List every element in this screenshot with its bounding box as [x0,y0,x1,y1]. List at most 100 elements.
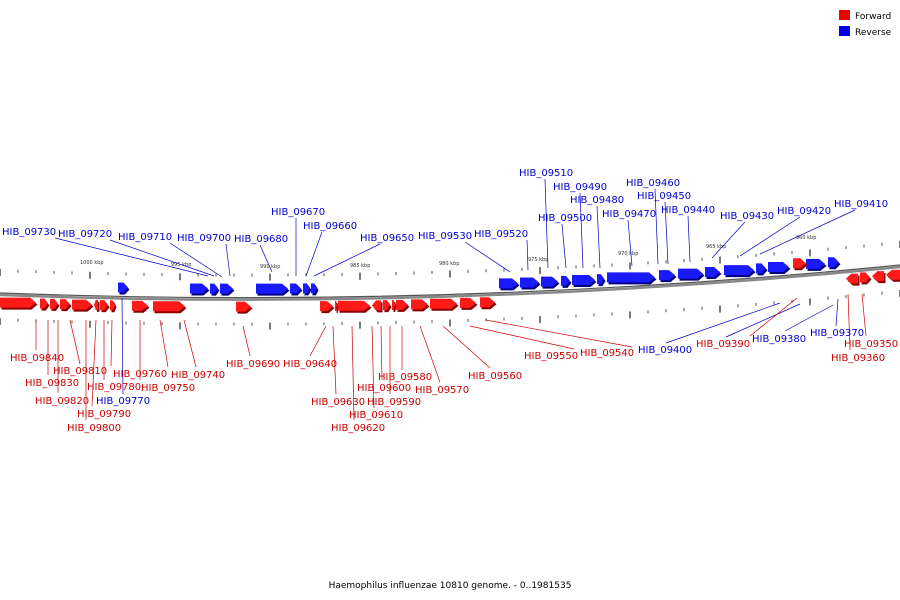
reverse-gene-arrow [210,283,218,294]
reverse-connector-line [526,239,529,271]
forward-connector-line [749,297,798,337]
reverse-gene-arrow [806,258,825,269]
gene-label: HIB_09500 [538,213,592,224]
reverse-gene-arrow [678,268,703,279]
gene-label: HIB_09770 [96,396,150,407]
gene-label: HIB_09470 [602,209,656,220]
gene-label: HIB_09560 [468,371,522,382]
tick-label: 965 kbp [706,244,726,250]
reverse-gene-arrow [499,278,518,289]
gene-label: HIB_09810 [53,366,107,377]
reverse-gene-arrow [311,283,317,294]
gene-label: HIB_09600 [357,383,411,394]
gene-label: HIB_09460 [626,178,680,189]
gene-layer [0,178,900,421]
forward-gene-arrow [132,300,148,311]
gene-label: HIB_09660 [303,221,357,232]
forward-gene-arrow [430,298,457,309]
gene-label: HIB_09480 [570,195,624,206]
gene-label: HIB_09430 [720,211,774,222]
legend: Forward Reverse [839,10,892,38]
reverse-gene-arrow [768,262,789,273]
forward-connector-line [469,325,575,350]
reverse-connector-line [54,237,209,277]
reverse-gene-arrow [705,267,720,278]
gene-label: HIB_09590 [367,397,421,408]
gene-label: HIB_09650 [360,233,414,244]
gene-label: HIB_09710 [118,232,172,243]
gene-label: HIB_09530 [418,231,472,242]
forward-gene-arrow [392,300,395,311]
gene-label: HIB_09380 [752,334,806,345]
reverse-connector-line [627,219,633,267]
gene-label: HIB_09670 [271,207,325,218]
reverse-connector-line [313,243,381,277]
gene-label: HIB_09420 [777,206,831,217]
forward-gene-arrow [846,273,858,284]
gene-label: HIB_09370 [810,328,864,339]
gene-label: HIB_09440 [661,205,715,216]
gene-label: HIB_09630 [311,397,365,408]
gene-label: HIB_09620 [331,423,385,434]
gene-label: HIB_09820 [35,396,89,407]
gene-label: HIB_09540 [580,348,634,359]
reverse-gene-arrow [190,283,208,294]
gene-label: HIB_09550 [524,351,578,362]
reverse-gene-arrow [290,283,301,294]
forward-gene-arrow [94,299,98,310]
reverse-connector-line [561,223,567,269]
reverse-connector-line [169,242,223,278]
forward-connector-line [332,325,337,395]
forward-connector-line [309,325,327,357]
forward-gene-arrow [372,300,381,311]
gene-label: HIB_09840 [10,353,64,364]
forward-gene-arrow [793,258,806,269]
gene-label: HIB_09400 [638,345,692,356]
forward-gene-arrow [320,301,333,312]
gene-label: HIB_09640 [283,359,337,370]
reverse-connector-line [664,201,669,265]
tick-label: 990 kbp [260,264,280,270]
forward-gene-arrow [153,301,185,312]
reverse-gene-arrow [220,283,233,294]
legend-forward-swatch [839,10,850,20]
reverse-connector-line [596,205,601,269]
reverse-connector-line [109,239,215,277]
forward-connector-line [183,319,197,368]
forward-connector-line [110,319,113,367]
reverse-gene-labels: HIB_09730 HIB_09720 HIB_09710 HIB_09700 … [2,168,888,407]
forward-connector-line [442,325,491,369]
reverse-connector-line [665,302,781,344]
forward-gene-labels: HIB_09840 HIB_09830 HIB_09820 HIB_09810 … [10,339,898,434]
gene-label: HIB_09700 [177,233,231,244]
gene-label: HIB_09800 [67,423,121,434]
gene-label: HIB_09760 [113,369,167,380]
gene-label: HIB_09510 [519,168,573,179]
reverse-connector-line [121,297,124,395]
reverse-gene-arrow [597,274,604,285]
legend-reverse-swatch [839,26,850,36]
forward-gene-arrow [480,297,495,308]
reverse-gene-arrow [756,263,766,274]
reverse-connector-line [687,215,691,263]
reverse-connector-line [259,244,273,273]
forward-gene-arrow [335,301,337,312]
gene-label: HIB_09740 [171,370,225,381]
gene-label: HIB_09490 [553,182,607,193]
gene-label: HIB_09730 [2,227,56,238]
reverse-connector-line [835,298,839,327]
forward-gene-arrow [338,300,370,311]
forward-gene-arrow [860,272,870,283]
forward-gene-arrow [396,299,408,310]
forward-connector-line [861,293,867,337]
reverse-connector-line [544,178,549,269]
reverse-gene-arrow [572,274,595,285]
reverse-gene-arrow [607,272,655,283]
reverse-connector-line [305,231,323,277]
tick-label: 975 kbp [528,257,548,263]
forward-gene-arrow [40,298,48,309]
forward-gene-arrow [100,300,108,311]
reverse-connector-line [725,303,801,338]
